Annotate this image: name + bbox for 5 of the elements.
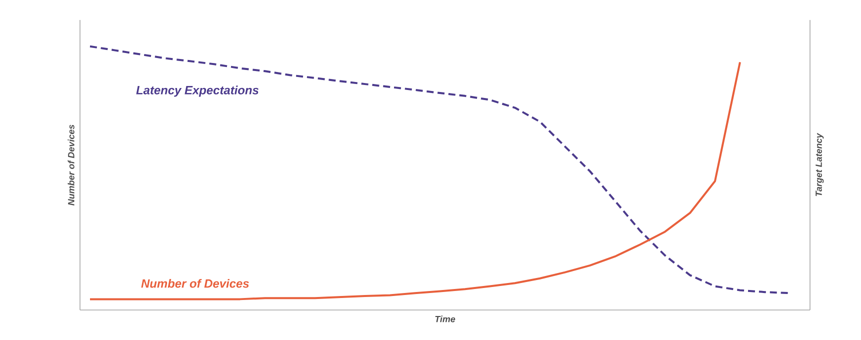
series-label: Number of Devices xyxy=(141,278,249,288)
y-axis-title: Number of Devices xyxy=(68,124,74,206)
x-axis-title: Time xyxy=(435,316,456,322)
series-label: Latency Expectations xyxy=(136,86,259,97)
y2-axis-title: Target Latency xyxy=(816,132,824,196)
